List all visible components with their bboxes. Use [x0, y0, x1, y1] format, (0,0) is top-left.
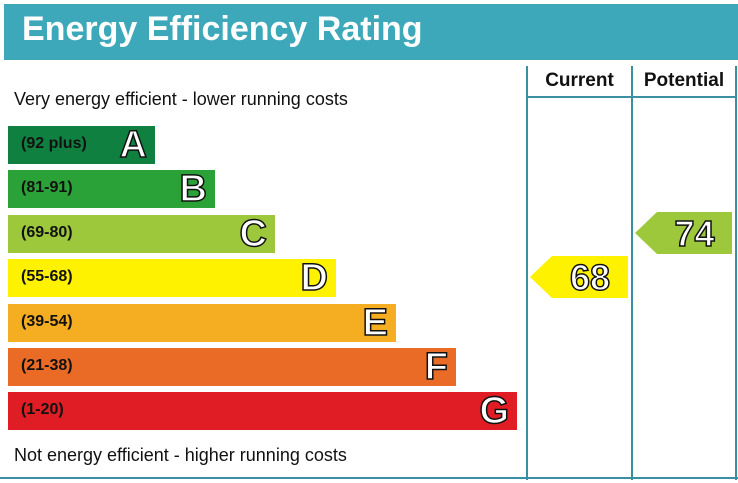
- band-bar-d: (55-68) D: [8, 256, 336, 300]
- band-range: (92 plus): [21, 135, 87, 152]
- band-bar-a: (92 plus) A: [8, 123, 155, 167]
- divider-potential-left: [631, 66, 633, 480]
- band-letter: F: [424, 345, 449, 389]
- band-range: (69-80): [21, 224, 73, 241]
- title-band: [4, 4, 738, 60]
- top-caption: Very energy efficient - lower running co…: [14, 89, 348, 109]
- band-bar-b: (81-91) B: [8, 167, 215, 211]
- band-letter: C: [239, 212, 268, 256]
- potential-rating-value: 74: [674, 212, 716, 254]
- band-letter: E: [362, 301, 389, 345]
- band-range: (55-68): [21, 268, 73, 285]
- bottom-caption: Not energy efficient - higher running co…: [14, 445, 347, 465]
- band-letter: D: [300, 256, 329, 300]
- column-header-potential: Potential: [643, 70, 725, 91]
- band-range: (1-20): [21, 401, 64, 418]
- band-bar-f: (21-38) F: [8, 345, 456, 389]
- band-letter: A: [119, 123, 148, 167]
- column-header-current: Current: [545, 70, 614, 91]
- band-bar-g: (1-20) G: [8, 389, 517, 433]
- chart-title: Energy Efficiency Rating: [22, 10, 423, 48]
- potential-rating-arrow: 74: [635, 212, 732, 254]
- divider-right: [735, 66, 737, 480]
- band-letter: B: [179, 167, 208, 211]
- band-range: (21-38): [21, 357, 73, 374]
- current-rating-value: 68: [569, 256, 611, 298]
- band-letter: G: [479, 389, 510, 433]
- band-bar-c: (69-80) C: [8, 212, 275, 256]
- header-divider: [526, 96, 737, 98]
- divider-current-left: [526, 66, 528, 480]
- band-bar-e: (39-54) E: [8, 301, 396, 345]
- band-range: (39-54): [21, 313, 73, 330]
- bottom-border: [0, 477, 738, 479]
- band-range: (81-91): [21, 179, 73, 196]
- current-rating-arrow: 68: [530, 256, 628, 298]
